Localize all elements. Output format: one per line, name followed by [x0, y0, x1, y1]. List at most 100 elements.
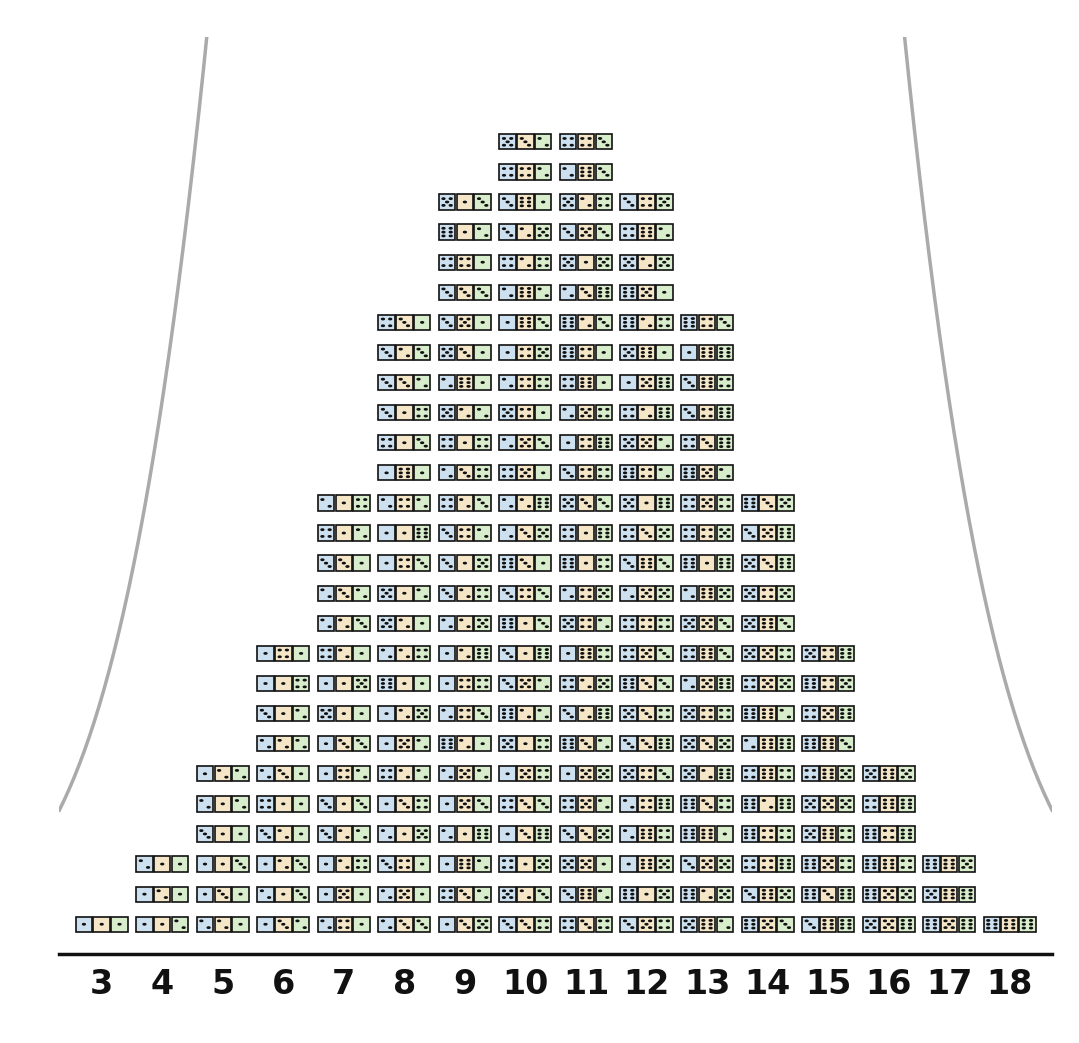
- Circle shape: [752, 626, 755, 628]
- Circle shape: [503, 709, 505, 710]
- Circle shape: [382, 890, 384, 892]
- Circle shape: [969, 860, 972, 862]
- Circle shape: [648, 829, 652, 831]
- Circle shape: [659, 867, 663, 868]
- Circle shape: [905, 773, 907, 775]
- Circle shape: [446, 412, 449, 413]
- FancyBboxPatch shape: [760, 736, 776, 751]
- Circle shape: [460, 288, 463, 290]
- Circle shape: [841, 923, 844, 925]
- Circle shape: [388, 506, 392, 507]
- Circle shape: [342, 803, 345, 804]
- Circle shape: [563, 288, 565, 290]
- Circle shape: [442, 445, 445, 446]
- Circle shape: [520, 920, 523, 922]
- Circle shape: [528, 379, 531, 380]
- Circle shape: [659, 717, 663, 718]
- Circle shape: [891, 770, 893, 771]
- Circle shape: [538, 589, 541, 590]
- Circle shape: [467, 476, 470, 477]
- FancyBboxPatch shape: [292, 706, 310, 722]
- Circle shape: [407, 890, 409, 892]
- FancyBboxPatch shape: [318, 495, 334, 511]
- FancyBboxPatch shape: [196, 917, 214, 931]
- Circle shape: [823, 739, 825, 741]
- Circle shape: [599, 717, 601, 719]
- FancyBboxPatch shape: [196, 856, 214, 872]
- Circle shape: [752, 927, 755, 928]
- Circle shape: [749, 592, 751, 593]
- FancyBboxPatch shape: [596, 556, 612, 571]
- FancyBboxPatch shape: [439, 556, 455, 571]
- Circle shape: [418, 532, 420, 534]
- Circle shape: [645, 713, 647, 714]
- Circle shape: [884, 920, 886, 922]
- FancyBboxPatch shape: [154, 856, 170, 872]
- Circle shape: [769, 806, 773, 808]
- Circle shape: [901, 867, 904, 868]
- Circle shape: [424, 806, 427, 808]
- FancyBboxPatch shape: [716, 526, 733, 540]
- Circle shape: [780, 859, 783, 860]
- Circle shape: [987, 923, 989, 925]
- FancyBboxPatch shape: [898, 856, 915, 872]
- Circle shape: [727, 656, 729, 657]
- Circle shape: [709, 709, 712, 711]
- Circle shape: [382, 860, 384, 862]
- Circle shape: [823, 860, 825, 862]
- Circle shape: [356, 739, 359, 741]
- Circle shape: [342, 562, 345, 564]
- Circle shape: [481, 262, 484, 263]
- Circle shape: [418, 920, 420, 922]
- Circle shape: [399, 890, 402, 892]
- Circle shape: [588, 867, 591, 868]
- Circle shape: [538, 499, 541, 500]
- Circle shape: [484, 653, 488, 654]
- Circle shape: [599, 438, 601, 440]
- Circle shape: [599, 559, 601, 560]
- FancyBboxPatch shape: [475, 435, 491, 451]
- Circle shape: [484, 476, 488, 477]
- FancyBboxPatch shape: [837, 887, 855, 902]
- Circle shape: [282, 803, 285, 804]
- Circle shape: [161, 864, 164, 865]
- FancyBboxPatch shape: [560, 374, 576, 390]
- Circle shape: [546, 739, 548, 741]
- Circle shape: [325, 683, 327, 684]
- Circle shape: [546, 653, 548, 654]
- Circle shape: [546, 770, 548, 771]
- Circle shape: [720, 620, 723, 621]
- FancyBboxPatch shape: [777, 495, 793, 511]
- Circle shape: [606, 709, 609, 710]
- Circle shape: [763, 770, 765, 771]
- FancyBboxPatch shape: [500, 135, 516, 149]
- Circle shape: [749, 894, 751, 895]
- Circle shape: [520, 776, 523, 778]
- Circle shape: [720, 412, 723, 413]
- Circle shape: [659, 836, 663, 838]
- Circle shape: [684, 589, 687, 590]
- Circle shape: [478, 890, 480, 892]
- Circle shape: [812, 927, 816, 928]
- FancyBboxPatch shape: [656, 315, 672, 330]
- FancyBboxPatch shape: [475, 556, 491, 571]
- FancyBboxPatch shape: [620, 796, 637, 811]
- Circle shape: [325, 864, 327, 865]
- Circle shape: [510, 174, 513, 176]
- FancyBboxPatch shape: [456, 887, 473, 902]
- Circle shape: [752, 799, 755, 801]
- Circle shape: [464, 803, 466, 804]
- Circle shape: [481, 803, 484, 804]
- Circle shape: [464, 292, 466, 293]
- Circle shape: [823, 650, 825, 651]
- Circle shape: [763, 686, 765, 687]
- Circle shape: [631, 321, 633, 323]
- Circle shape: [692, 739, 694, 741]
- Circle shape: [648, 867, 652, 869]
- FancyBboxPatch shape: [639, 526, 655, 540]
- Circle shape: [399, 565, 402, 567]
- Circle shape: [520, 205, 523, 207]
- Circle shape: [702, 476, 705, 477]
- Circle shape: [460, 325, 463, 326]
- Circle shape: [571, 559, 573, 560]
